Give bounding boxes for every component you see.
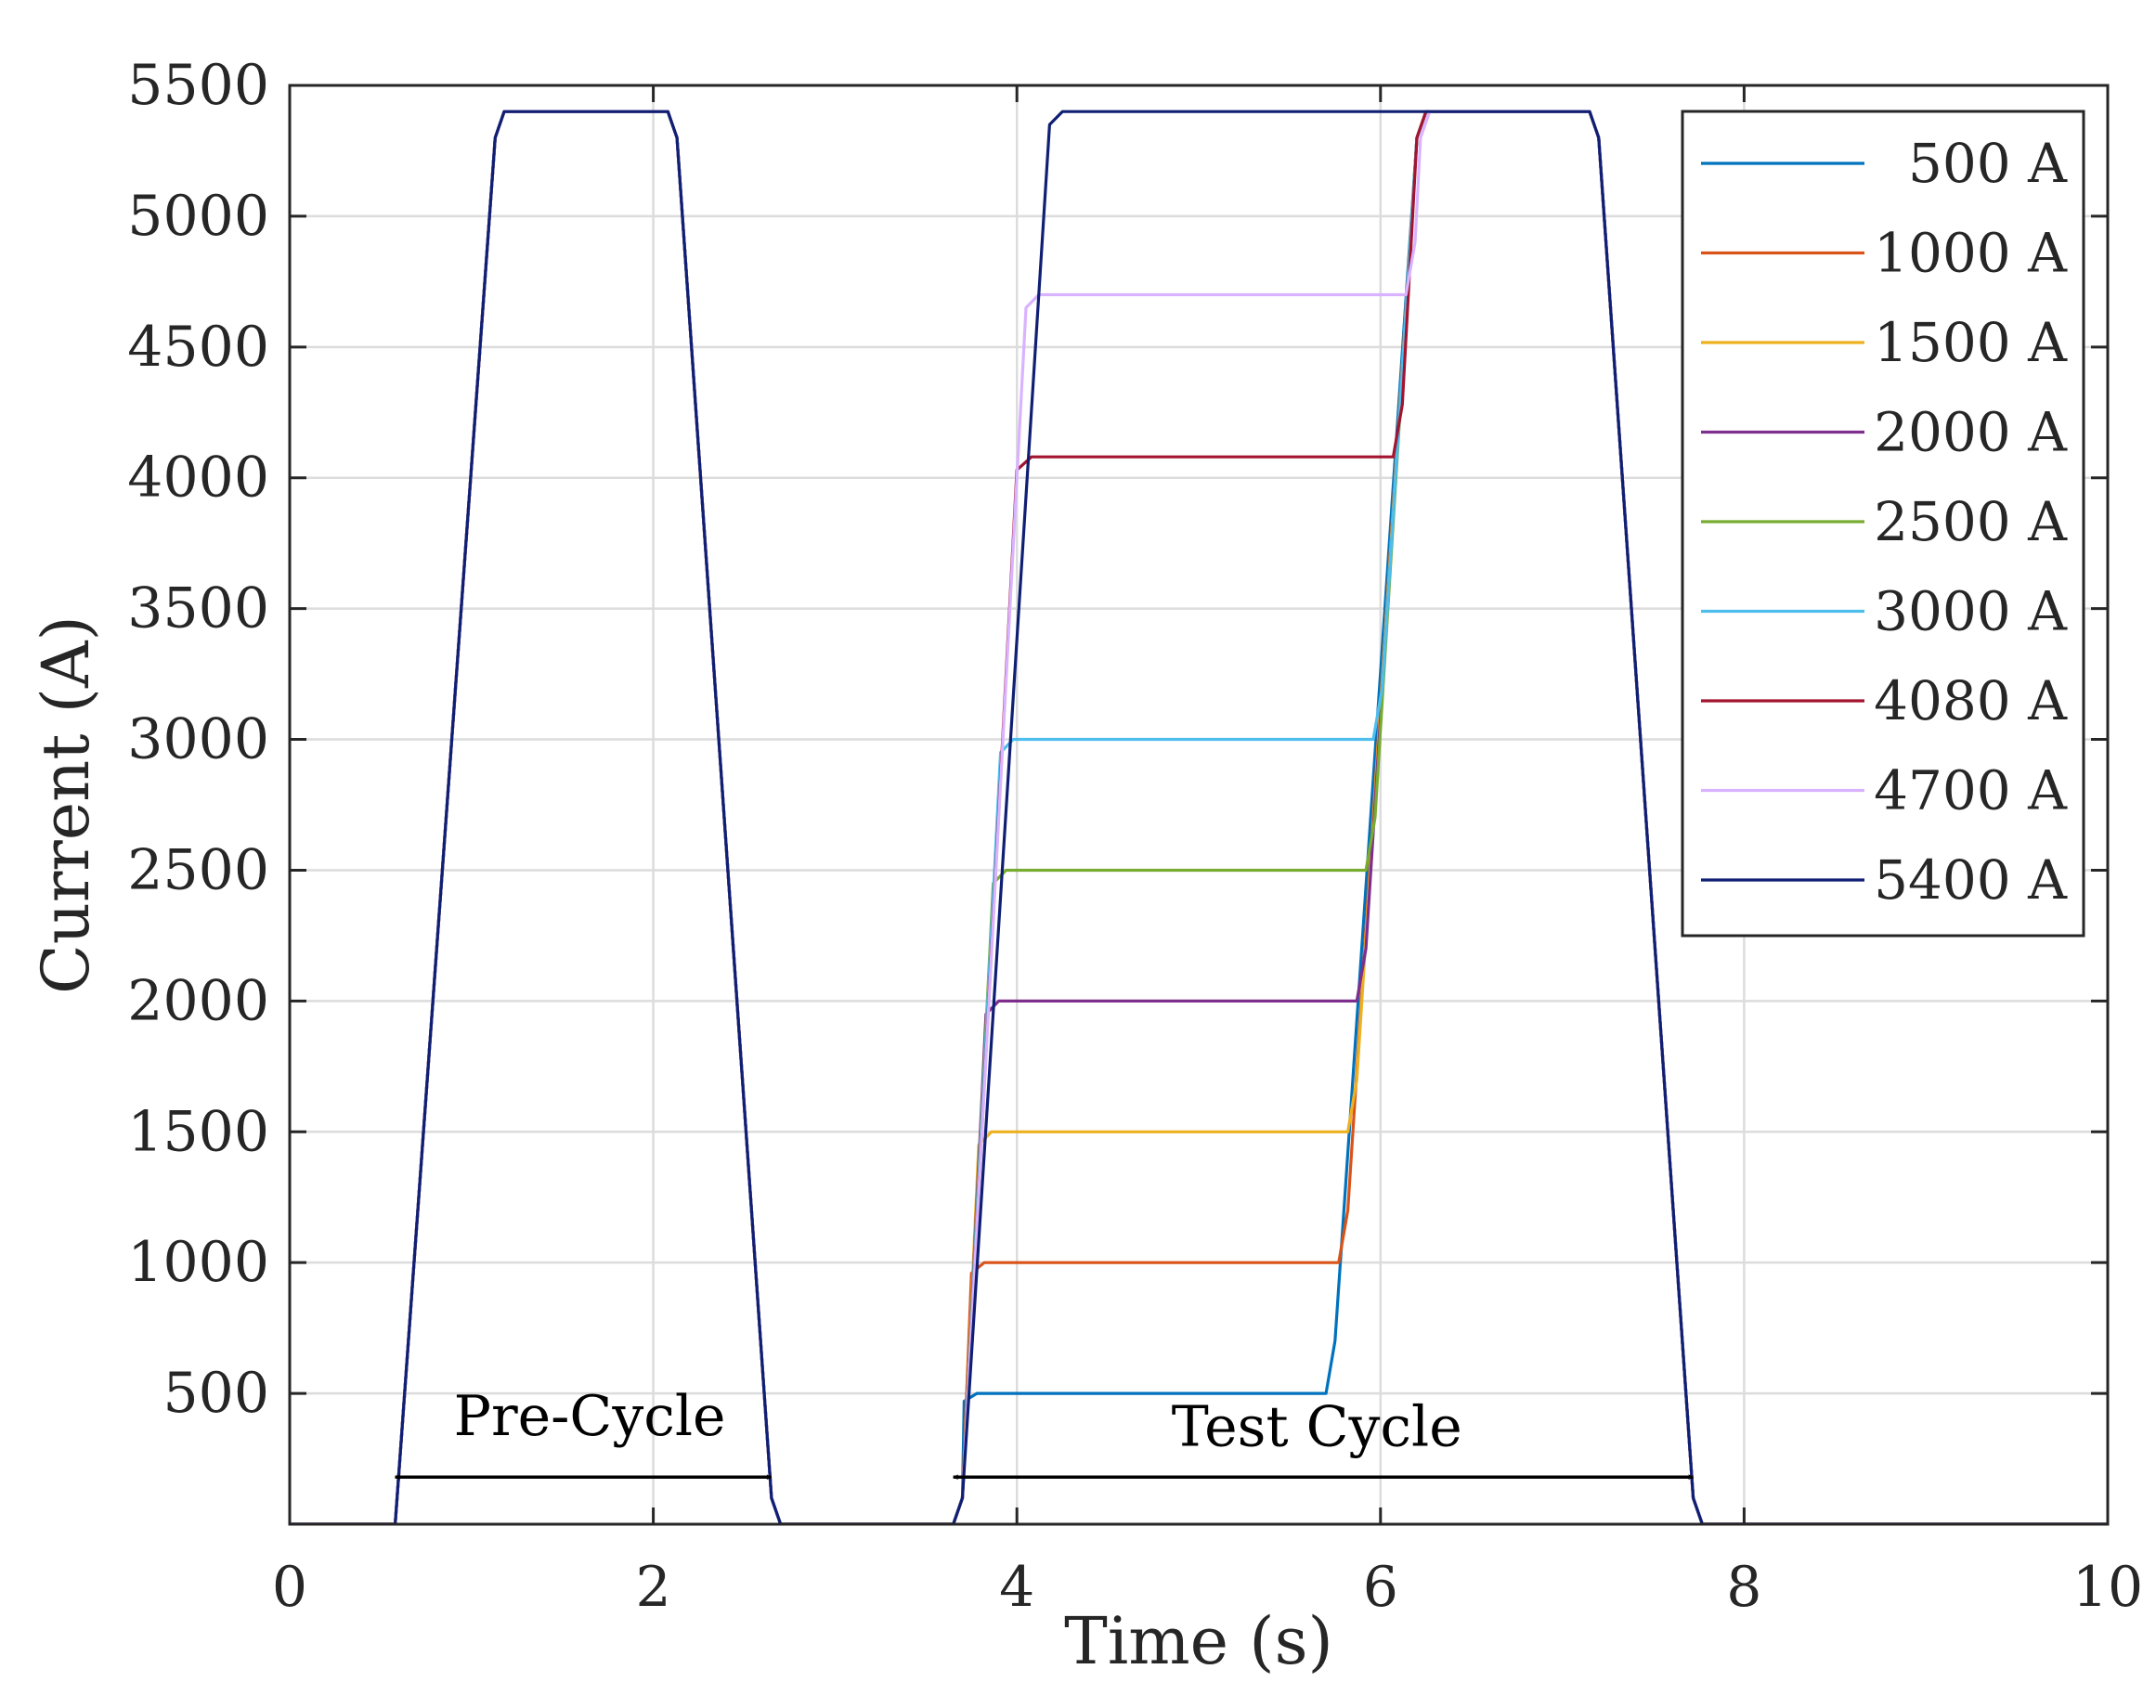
y-tick-label: 5500: [127, 53, 269, 118]
legend-box: [1681, 110, 2085, 938]
legend-label: 5400 A: [1874, 848, 2068, 912]
x-tick-label: 4: [999, 1555, 1034, 1620]
legend-label: 2500 A: [1874, 490, 2068, 553]
y-tick-label: 4500: [127, 315, 269, 380]
legend-label: 1000 A: [1874, 222, 2068, 285]
legend-label: 500 A: [1908, 132, 2068, 195]
legend: 500 A 1000 A 1500 A 2000 A 2500 A 3000 A 4080 …: [1681, 110, 2085, 938]
x-axis-label: Time (s): [1064, 1603, 1333, 1679]
legend-label: 4700 A: [1874, 759, 2068, 822]
annotations: Pre-Cycle Test Cycle: [394, 1384, 1695, 1481]
y-axis-label: Current (A): [28, 615, 104, 994]
y-tick-label: 500: [162, 1361, 269, 1426]
y-tick-label: 5000: [127, 184, 269, 249]
plot-frame: [288, 84, 2110, 1526]
series-lines: [290, 110, 2108, 1524]
x-tick-label: 8: [1726, 1555, 1761, 1620]
x-tick-label: 10: [2072, 1555, 2143, 1620]
y-tick-label: 1000: [127, 1230, 269, 1295]
x-tick-label: 2: [636, 1555, 671, 1620]
series-line: [290, 110, 2108, 1524]
y-tick-label: 2000: [127, 968, 269, 1033]
y-tick-label: 1500: [127, 1099, 269, 1164]
annotation-text: Pre-Cycle: [454, 1384, 726, 1449]
y-tick-label: 4000: [127, 446, 269, 511]
annotation-text: Test Cycle: [1172, 1394, 1462, 1459]
axis-ticks: 0 2 4 6 8 10 500 1000 1500 2000 2500 3000 3500 4000 45…: [127, 53, 2143, 1620]
y-tick-label: 3500: [127, 576, 269, 641]
legend-label: 1500 A: [1874, 311, 2068, 374]
legend-label: 2000 A: [1874, 401, 2068, 464]
legend-label: 4080 A: [1874, 669, 2068, 732]
y-tick-label: 3000: [127, 707, 269, 772]
x-tick-label: 6: [1363, 1555, 1398, 1620]
y-tick-label: 2500: [127, 837, 269, 902]
x-tick-label: 0: [272, 1555, 307, 1620]
legend-label: 3000 A: [1874, 580, 2068, 643]
